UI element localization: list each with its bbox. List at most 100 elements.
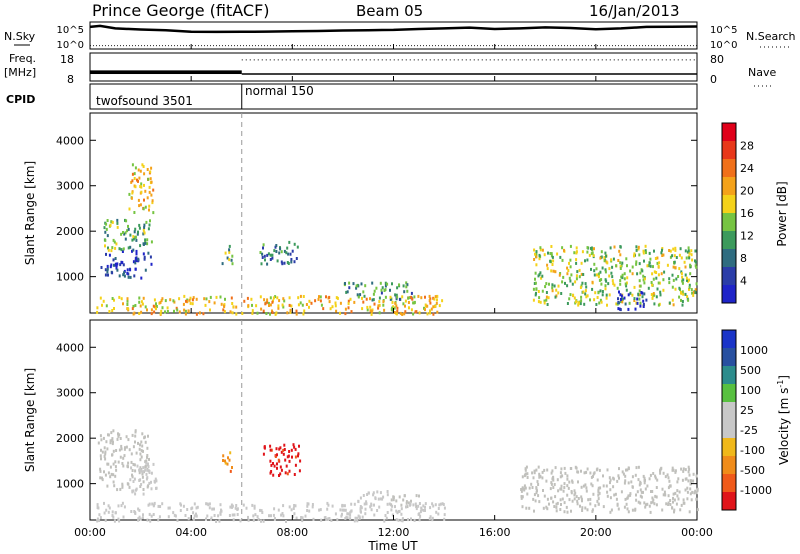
- velocity-range-cell: [602, 484, 605, 488]
- power-range-cell: [578, 268, 581, 272]
- power-range-cell: [666, 263, 669, 267]
- velocity-range-cell: [597, 488, 600, 492]
- velocity-range-cell: [555, 509, 558, 513]
- power-range-cell: [535, 291, 537, 295]
- power-range-cell: [389, 297, 392, 301]
- velocity-range-cell: [609, 481, 611, 485]
- power-range-cell: [205, 297, 208, 301]
- power-range-cell: [620, 294, 623, 298]
- velocity-range-cell: [689, 482, 692, 486]
- power-range-cell: [413, 295, 416, 299]
- power-range-cell: [155, 305, 158, 308]
- power-range-cell: [584, 289, 587, 293]
- power-range-cell: [661, 247, 664, 250]
- power-range-cell: [382, 303, 385, 307]
- power-range-cell: [435, 301, 438, 305]
- power-range-cell: [228, 250, 231, 254]
- power-range-cell: [149, 255, 152, 259]
- power-range-cell: [135, 249, 138, 253]
- power-range-cell: [113, 298, 115, 302]
- power-range-cell: [142, 252, 145, 256]
- velocity-range-cell: [138, 468, 141, 472]
- velocity-range-cell: [134, 440, 136, 444]
- velocity-range-cell: [524, 467, 527, 471]
- power-range-cell: [424, 308, 426, 312]
- power-range-cell: [688, 285, 691, 289]
- power-range-cell: [580, 261, 583, 265]
- power-range-cell: [143, 223, 146, 227]
- power-range-cell: [560, 292, 563, 295]
- velocity-range-cell: [268, 514, 270, 518]
- power-range-cell: [656, 261, 659, 265]
- power-range-cell: [149, 219, 151, 223]
- power-range-cell: [623, 272, 626, 276]
- velocity-range-cell: [420, 507, 423, 511]
- velocity-ylabel: Slant Range [km]: [23, 368, 37, 472]
- power-range-cell: [158, 301, 161, 305]
- velocity-range-cell: [589, 502, 592, 506]
- velocity-range-cell: [694, 489, 697, 493]
- velocity-range-cell: [624, 479, 627, 483]
- velocity-range-cell: [635, 493, 637, 497]
- power-range-cell: [535, 255, 538, 259]
- power-range-cell: [139, 185, 142, 188]
- velocity-range-cell: [283, 443, 286, 447]
- power-range-cell: [432, 305, 435, 309]
- velocity-range-cell: [320, 518, 323, 522]
- power-range-cell: [231, 254, 234, 258]
- velocity-range-cell: [359, 509, 362, 513]
- velocity-range-cell: [537, 494, 540, 498]
- velocity-range-cell: [284, 458, 287, 462]
- power-range-cell: [143, 257, 146, 261]
- velocity-range-cell: [326, 507, 329, 511]
- power-range-cell: [118, 295, 121, 299]
- power-range-cell: [131, 249, 133, 253]
- power-range-cell: [228, 248, 231, 252]
- power-range-cell: [550, 252, 553, 256]
- velocity-range-cell: [146, 476, 149, 480]
- velocity-range-cell: [227, 456, 229, 460]
- power-range-cell: [283, 249, 286, 253]
- velocity-range-cell: [639, 488, 642, 492]
- power-range-cell: [681, 303, 684, 307]
- velocity-range-cell: [559, 475, 562, 479]
- power-range-cell: [566, 266, 569, 270]
- velocity-range-cell: [123, 447, 126, 451]
- velocity-range-cell: [655, 495, 658, 499]
- velocity-range-cell: [276, 462, 278, 466]
- power-range-cell: [286, 311, 289, 315]
- power-range-cell: [282, 305, 285, 309]
- power-range-cell: [644, 249, 647, 253]
- velocity-range-cell: [418, 518, 421, 522]
- power-range-cell: [627, 293, 630, 297]
- power-range-cell: [599, 270, 602, 274]
- power-range-cell: [657, 303, 660, 307]
- velocity-range-cell: [366, 493, 369, 496]
- velocity-range-cell: [592, 492, 595, 496]
- velocity-range-cell: [599, 486, 602, 490]
- power-range-cell: [198, 311, 201, 315]
- power-range-cell: [429, 309, 431, 313]
- power-range-cell: [568, 297, 571, 301]
- velocity-range-cell: [673, 508, 676, 512]
- power-range-cell: [651, 296, 654, 300]
- velocity-range-cell: [521, 486, 524, 490]
- velocity-range-cell: [359, 496, 362, 500]
- power-range-cell: [662, 253, 665, 257]
- velocity-range-cell: [220, 508, 222, 512]
- velocity-range-cell: [103, 446, 106, 450]
- power-range-cell: [650, 281, 653, 284]
- power-range-cell: [655, 276, 658, 280]
- velocity-range-cell: [559, 487, 562, 491]
- power-range-cell: [344, 307, 347, 311]
- velocity-range-cell: [99, 467, 102, 471]
- power-range-cell: [613, 245, 616, 249]
- power-range-cell: [267, 252, 270, 256]
- velocity-range-cell: [103, 501, 105, 505]
- power-range-cell: [615, 264, 618, 268]
- power-range-cell: [631, 293, 634, 297]
- velocity-colorbar-cell: [722, 456, 736, 475]
- power-range-cell: [120, 297, 123, 301]
- power-range-cell: [281, 303, 284, 307]
- power-range-cell: [275, 311, 278, 315]
